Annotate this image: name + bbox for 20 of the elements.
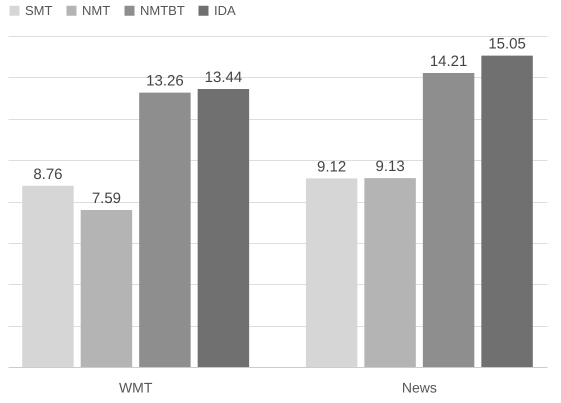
x-tick-label: WMT [118, 380, 153, 396]
data-label: 13.26 [146, 72, 184, 90]
data-label: 14.21 [430, 53, 468, 70]
legend-label: NMT [82, 2, 110, 18]
data-label: 8.76 [33, 166, 63, 183]
bar [422, 73, 474, 367]
data-label: 13.44 [204, 68, 242, 86]
legend-label: IDA [214, 2, 236, 18]
bar [481, 56, 533, 367]
data-label: 7.59 [92, 190, 122, 207]
bar [364, 178, 416, 367]
legend-label: NMTBT [140, 2, 185, 18]
legend-label: SMT [25, 2, 52, 18]
bar [80, 210, 132, 367]
data-label: 9.13 [375, 158, 405, 176]
bar [139, 92, 191, 367]
bar [198, 88, 250, 367]
data-label: 15.05 [488, 36, 526, 53]
data-label: 9.12 [317, 158, 346, 176]
x-tick-label: News [402, 380, 437, 396]
